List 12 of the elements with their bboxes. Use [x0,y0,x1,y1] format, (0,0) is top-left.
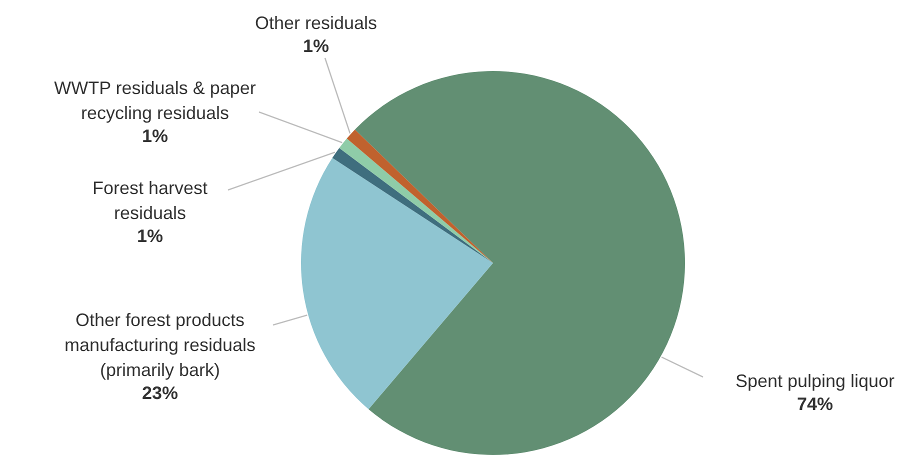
data-label: 23% [142,383,178,403]
pie-slice [301,158,493,410]
data-label: 1% [136,226,164,246]
slice-label: WWTP residuals & paper recycling residuals [54,78,256,123]
slice-label: Other residuals [254,13,378,33]
slice-label: Spent pulping liquor [735,371,895,391]
slice-label: Other forest products manufacturing residuals (primarily bark) [64,310,256,380]
data-label: 1% [302,36,330,56]
pie-slice [354,71,685,455]
data-label: 1% [142,126,168,146]
data-label: 74% [796,394,834,414]
slice-label: Forest harvest residuals [92,178,208,223]
